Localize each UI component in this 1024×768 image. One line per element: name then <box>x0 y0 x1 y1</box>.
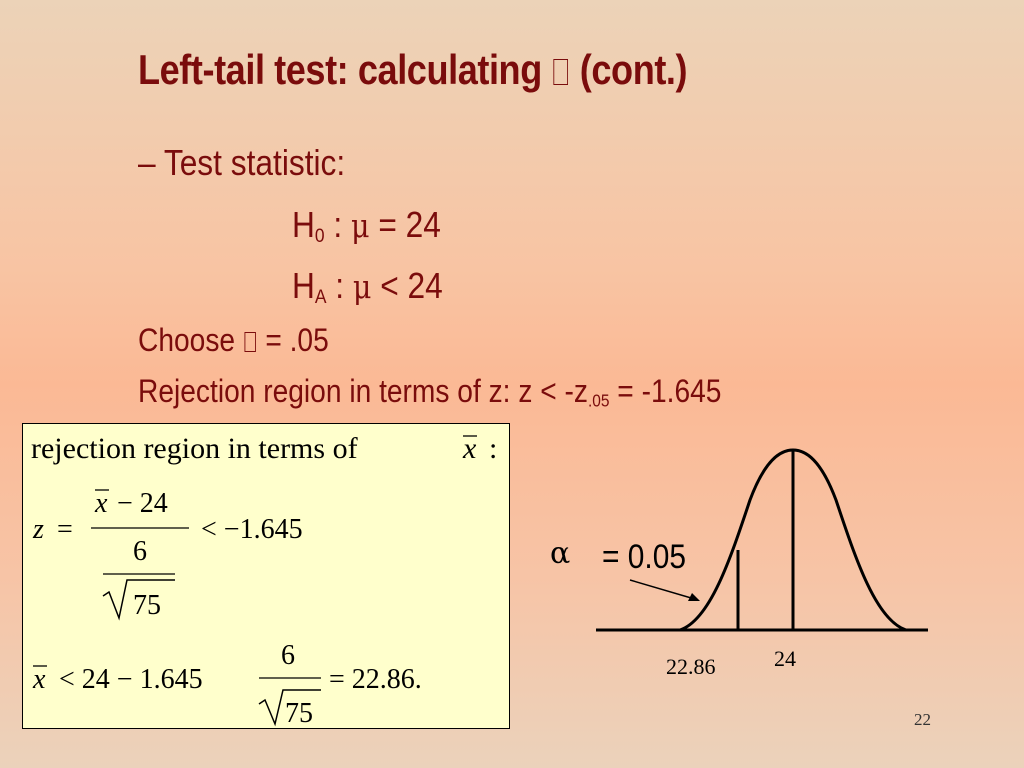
test-statistic-heading: – Test statistic: <box>138 142 346 183</box>
sqrt-icon <box>258 689 321 727</box>
alpha-arrow <box>629 579 699 601</box>
rejection-region-z: Rejection region in terms of z: z < -z.0… <box>138 373 721 411</box>
inequality: < −1.645 <box>201 514 303 545</box>
line3-frac-root: 75 <box>285 698 313 729</box>
formula-heading: rejection region in terms of <box>31 432 358 465</box>
line3-mid: < 24 − 1.645 <box>59 664 203 695</box>
slide-title: Left-tail test: calculating (cont.) <box>138 46 688 94</box>
h0-value: = 24 <box>369 204 441 245</box>
rejection-subscript: .05 <box>587 390 610 411</box>
ha-colon: : <box>326 265 353 306</box>
choose-alpha: Choose = .05 <box>138 322 329 359</box>
normal-curve-diagram: 22.86 24 <box>596 448 928 679</box>
choose-value: = .05 <box>257 322 329 358</box>
heading-x-var: x <box>462 432 477 465</box>
h0-colon: : <box>324 204 351 245</box>
ha-subscript: A <box>314 285 327 308</box>
choose-text: Choose <box>138 322 236 358</box>
h0-letter: H <box>292 204 315 245</box>
rejection-value: = -1.645 <box>609 373 722 409</box>
title-text: Left-tail test: calculating <box>138 46 542 93</box>
ha-letter: H <box>292 265 315 306</box>
missing-glyph-icon <box>244 331 257 352</box>
numerator-x: x <box>94 488 108 519</box>
alpha-symbol: α <box>550 536 571 571</box>
numerator: − 24 <box>117 488 168 519</box>
h0-subscript: 0 <box>314 224 325 247</box>
denominator-top: 6 <box>133 536 147 567</box>
alpha-value: = 0.05 <box>602 538 687 576</box>
null-hypothesis: H0 : μ = 24 <box>292 204 441 248</box>
line3-frac-top: 6 <box>281 640 295 671</box>
rejection-text: Rejection region in terms of z: z < -z <box>138 373 588 409</box>
denominator-root: 75 <box>133 590 161 621</box>
formula-box: rejection region in terms of x : z = x −… <box>22 423 510 729</box>
line3-x: x <box>32 664 46 695</box>
title-suffix: (cont.) <box>579 46 688 93</box>
arrow-head-icon <box>688 593 700 601</box>
h0-mu: μ <box>350 207 370 245</box>
z-equals: = <box>57 514 73 545</box>
page-number: 22 <box>914 710 931 729</box>
alternative-hypothesis: HA : μ < 24 <box>292 265 443 309</box>
label-mean: 24 <box>774 646 796 671</box>
ha-value: < 24 <box>371 265 443 306</box>
heading-colon: : <box>489 432 497 465</box>
z-var: z <box>32 514 44 545</box>
sqrt-icon <box>102 579 175 621</box>
line3-result: = 22.86. <box>329 664 422 695</box>
label-critical: 22.86 <box>666 654 716 679</box>
missing-glyph-icon <box>553 58 569 85</box>
ha-mu: μ <box>352 268 372 306</box>
